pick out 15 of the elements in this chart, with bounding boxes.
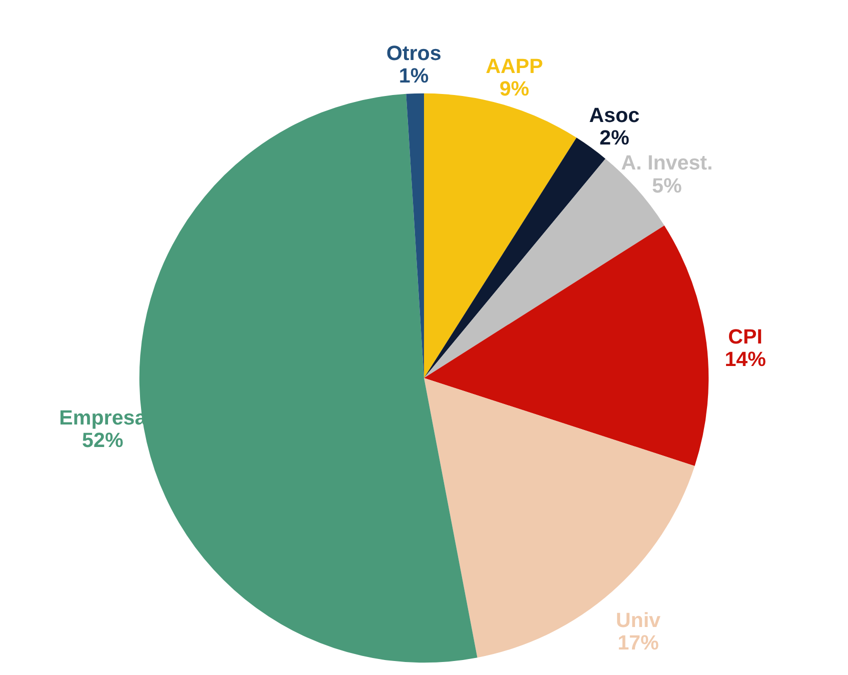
slice-label: CPI [728, 325, 763, 348]
slice-label: Asoc [589, 104, 640, 127]
data-label: 17% [618, 631, 659, 654]
data-label: 9% [499, 77, 530, 100]
slice-label: AAPP [486, 54, 544, 78]
pie-slice [424, 378, 695, 658]
data-label: 14% [724, 348, 766, 371]
data-label: 1% [398, 64, 429, 88]
slice-label: Univ [616, 608, 662, 632]
slice-label: A. Invest. [621, 152, 713, 175]
data-label: 5% [652, 174, 682, 198]
data-label: 2% [599, 126, 630, 150]
pie-slice [424, 225, 708, 466]
data-label: 52% [82, 429, 124, 452]
slice-label: Otros [386, 42, 442, 66]
